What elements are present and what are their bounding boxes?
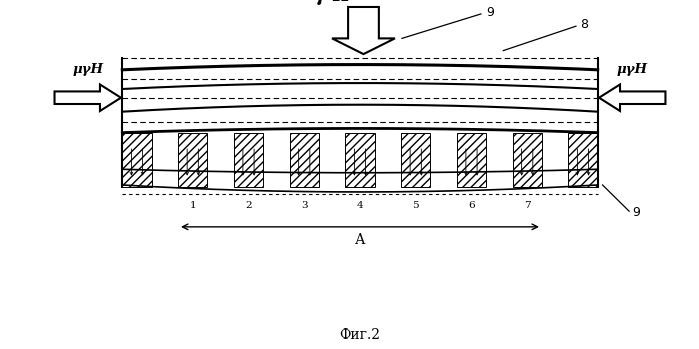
- Text: 6: 6: [468, 201, 475, 210]
- Bar: [568, 133, 598, 187]
- Text: μγH: μγH: [72, 63, 103, 76]
- Text: μγH: μγH: [617, 63, 648, 76]
- Bar: [289, 133, 319, 187]
- Text: 3: 3: [301, 201, 308, 210]
- Text: 9: 9: [633, 206, 640, 220]
- Text: 7: 7: [524, 201, 531, 210]
- Text: 9: 9: [486, 6, 493, 19]
- Bar: [122, 133, 152, 187]
- Polygon shape: [332, 7, 395, 54]
- Text: 1: 1: [189, 201, 196, 210]
- Bar: [512, 133, 542, 187]
- Text: 5: 5: [412, 201, 419, 210]
- Text: γ H: γ H: [315, 0, 350, 5]
- Bar: [233, 133, 263, 187]
- Bar: [345, 133, 375, 187]
- Text: 8: 8: [580, 18, 588, 31]
- Text: 2: 2: [245, 201, 252, 210]
- Bar: [401, 133, 431, 187]
- Bar: [457, 133, 487, 187]
- Polygon shape: [55, 84, 121, 111]
- Polygon shape: [599, 84, 665, 111]
- Bar: [178, 133, 208, 187]
- Text: Фиг.2: Фиг.2: [340, 328, 380, 342]
- Text: А: А: [354, 233, 366, 247]
- Text: 4: 4: [356, 201, 363, 210]
